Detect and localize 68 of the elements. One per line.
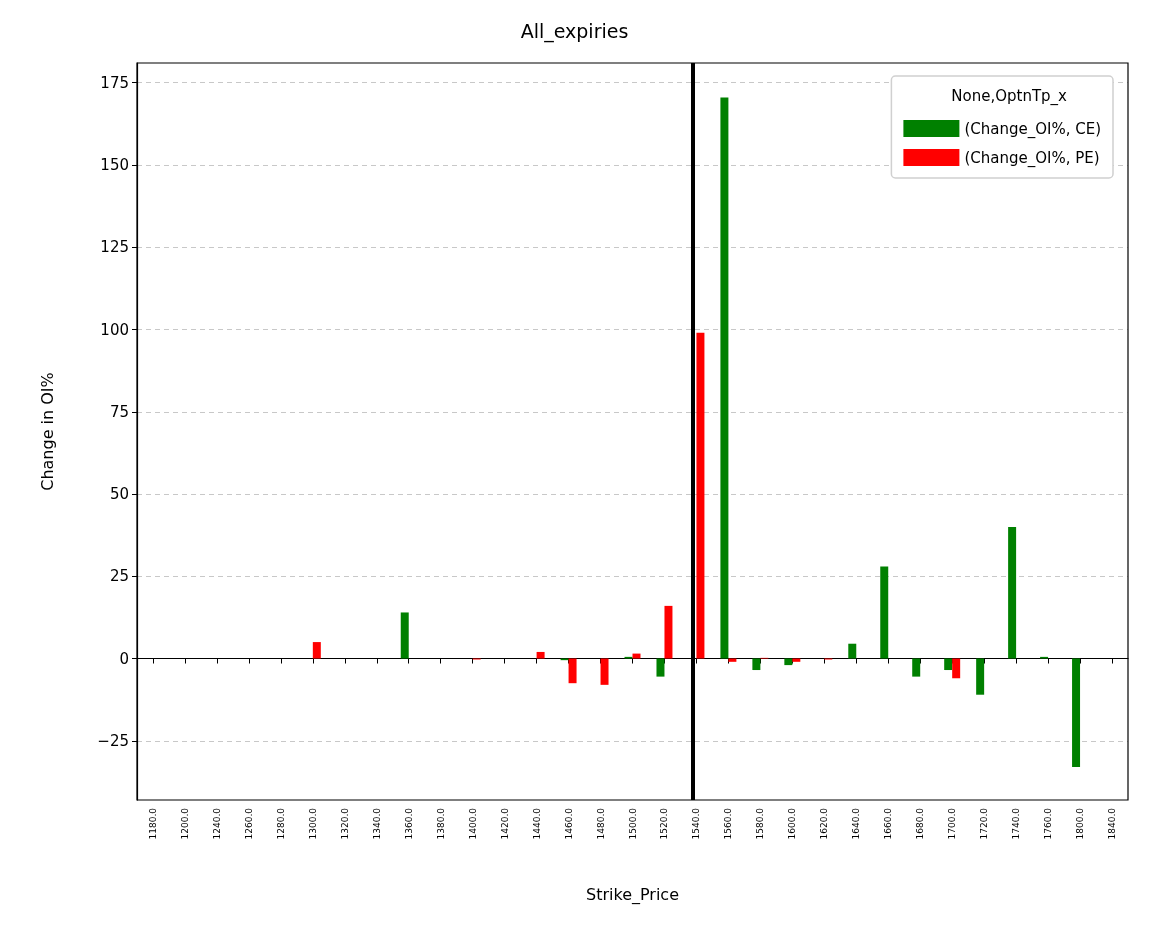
legend-label: (Change_OI%, CE) [964, 119, 1102, 139]
bar [792, 658, 801, 662]
x-tick-label: 1200.0 [179, 807, 190, 840]
y-tick-label: −25 [97, 731, 129, 750]
x-tick-label: 1540.0 [691, 807, 702, 840]
bar [656, 658, 665, 677]
x-tick-label: 1440.0 [531, 807, 542, 840]
y-tick-label: 175 [100, 73, 129, 92]
x-tick-label: 1280.0 [275, 807, 286, 840]
bar [664, 605, 673, 659]
x-tick-label: 1520.0 [659, 807, 670, 840]
x-tick-label: 1600.0 [787, 807, 798, 840]
bar [400, 612, 409, 659]
bar [312, 642, 321, 659]
x-tick-label: 1340.0 [371, 807, 382, 840]
bar [752, 658, 761, 671]
x-tick-label: 1260.0 [243, 807, 254, 840]
x-tick-label: 1620.0 [819, 807, 830, 840]
x-tick-label: 1180.0 [147, 807, 158, 840]
x-tick-label: 1560.0 [723, 807, 734, 840]
bar [880, 566, 889, 659]
x-tick-label: 1460.0 [563, 807, 574, 840]
x-tick-label: 1300.0 [307, 807, 318, 840]
bar [784, 658, 793, 666]
y-axis-title: Change in OI% [37, 372, 57, 491]
bar [952, 658, 961, 679]
bar [536, 651, 545, 659]
x-tick-label: 1720.0 [979, 807, 990, 840]
y-tick-label: 50 [109, 485, 129, 504]
bar [600, 658, 609, 685]
bar [632, 653, 641, 659]
x-tick-label: 1240.0 [211, 807, 222, 840]
bar [848, 643, 857, 659]
bar [1072, 658, 1081, 768]
x-tick-label: 1840.0 [1107, 807, 1118, 840]
y-tick-label: 0 [119, 649, 129, 668]
legend-title: None,OptnTp_x [951, 86, 1068, 106]
x-tick-label: 1660.0 [883, 807, 894, 840]
x-tick-label: 1680.0 [915, 807, 926, 840]
legend-label: (Change_OI%, PE) [964, 148, 1100, 168]
x-tick-label: 1760.0 [1043, 807, 1054, 840]
x-tick-label: 1800.0 [1075, 807, 1086, 840]
bar [728, 658, 737, 662]
x-tick-label: 1360.0 [403, 807, 414, 840]
y-tick-label: 75 [109, 402, 129, 421]
x-tick-label: 1580.0 [755, 807, 766, 840]
bar [568, 658, 577, 684]
x-tick-label: 1400.0 [467, 807, 478, 840]
x-tick-label: 1500.0 [627, 807, 638, 840]
chart-title: All_expiries [520, 19, 629, 43]
y-tick-label: 125 [100, 238, 129, 257]
bar [1008, 526, 1017, 659]
x-tick-label: 1700.0 [947, 807, 958, 840]
y-tick-label: 100 [100, 320, 129, 339]
x-tick-label: 1640.0 [851, 807, 862, 840]
bar [720, 97, 729, 659]
bar [976, 658, 985, 695]
y-tick-label: 25 [109, 567, 129, 586]
bar [696, 332, 705, 659]
bar [944, 658, 953, 671]
x-tick-label: 1380.0 [435, 807, 446, 840]
y-tick-label: 150 [100, 156, 129, 174]
x-tick-label: 1420.0 [499, 807, 510, 840]
bar [912, 658, 921, 677]
x-axis-title: Strike_Price [585, 884, 680, 905]
x-tick-label: 1320.0 [339, 807, 350, 840]
x-tick-label: 1480.0 [595, 807, 606, 840]
x-tick-label: 1740.0 [1011, 807, 1022, 840]
